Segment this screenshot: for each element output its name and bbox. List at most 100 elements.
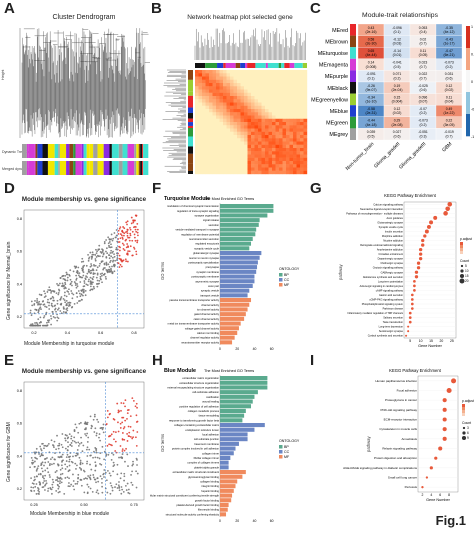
scatter-point <box>46 444 49 447</box>
scatter-point <box>73 436 76 439</box>
heatmap-cell <box>303 164 308 168</box>
scatter-point <box>75 468 77 470</box>
scatter-point <box>44 483 47 486</box>
scatter-point <box>125 447 127 450</box>
heatmap-cell <box>282 70 287 74</box>
heatmap-cell <box>240 109 245 113</box>
scatter-point <box>60 456 63 458</box>
padj-legend-swatch <box>460 242 463 245</box>
go-term-bar <box>220 446 236 451</box>
go-term-bar <box>220 265 258 270</box>
scatter-point <box>84 477 87 480</box>
panel-i-ylabel: pathway <box>366 435 371 452</box>
scatter-point <box>86 483 89 486</box>
scatter-point <box>72 455 74 458</box>
cell-pvalue: (0.2) <box>420 111 427 115</box>
heatmap-cell <box>233 76 238 80</box>
dynamic-tree-cut-segment <box>66 144 70 158</box>
heatmap-cell <box>244 83 248 87</box>
module-swatch <box>350 128 356 140</box>
scatter-point <box>99 251 102 253</box>
heatmap-cell <box>293 92 297 97</box>
scatter-point <box>35 493 38 495</box>
count-legend-dot <box>462 431 466 435</box>
heatmap-cell <box>247 144 252 149</box>
scatter-point <box>76 285 79 288</box>
heatmap-cell <box>223 89 227 93</box>
scatter-point <box>31 304 34 307</box>
scatter-point <box>94 464 97 467</box>
padj-legend-swatch <box>460 245 463 248</box>
heatmap-cell <box>244 144 248 149</box>
cell-correlation: 0.022 <box>419 72 428 76</box>
module-row-label: MEgreen <box>326 121 348 127</box>
heatmap-cell <box>282 170 287 175</box>
scatter-point <box>72 270 75 273</box>
pathway-label: Human papillomavirus infection <box>375 379 417 383</box>
count-legend-dot <box>459 273 465 279</box>
heatmap-cell <box>268 112 273 116</box>
scatter-point <box>113 418 116 421</box>
scatter-point <box>132 399 135 402</box>
scatter-point <box>80 436 82 439</box>
y-tick-label: 0.8 <box>17 217 22 221</box>
scatter-point <box>51 311 54 313</box>
scatter-point <box>117 484 120 487</box>
scatter-point <box>67 301 69 304</box>
scatter-point <box>105 479 108 482</box>
pathway-dot <box>410 293 414 297</box>
heatmap-cell <box>282 164 287 168</box>
heatmap-cell <box>296 157 301 162</box>
go-term-bar <box>220 222 259 227</box>
scatter-point <box>131 464 134 467</box>
scatter-point <box>89 474 92 477</box>
cell-correlation: 0.023 <box>419 61 428 65</box>
scatter-point <box>93 413 96 416</box>
scatter-point <box>76 482 79 485</box>
scatter-point <box>129 226 131 229</box>
heatmap-cells <box>195 70 308 175</box>
scatter-point <box>61 446 64 449</box>
heatmap-cell <box>272 122 276 126</box>
merged-dynamic-segment <box>34 161 36 175</box>
heatmap-cell <box>275 125 280 129</box>
scatter-point <box>99 439 102 442</box>
heatmap-cell <box>289 131 294 136</box>
scatter-point <box>103 458 106 461</box>
scatter-point <box>136 231 139 234</box>
scatter-point <box>36 298 39 300</box>
heatmap-cell <box>233 70 238 74</box>
go-term-bar <box>220 251 262 256</box>
heatmap-cell <box>296 115 301 119</box>
heatmap-cell <box>212 102 217 106</box>
heatmap-cell <box>261 161 266 165</box>
padj-legend-swatch <box>460 248 463 251</box>
scatter-point <box>49 463 51 465</box>
heatmap-cell <box>289 70 294 74</box>
heatmap-cell <box>282 157 287 162</box>
scatter-point <box>124 485 127 487</box>
scatter-point <box>39 445 42 448</box>
heatmap-cell <box>230 148 234 152</box>
heatmap-cell <box>251 128 255 132</box>
scatter-point <box>68 460 71 463</box>
merged-dynamic-segment <box>47 161 55 175</box>
scatter-point <box>70 435 73 438</box>
heatmap-cell <box>216 138 220 142</box>
heatmap-cell <box>209 161 213 165</box>
scatter-point <box>92 418 95 421</box>
padj-legend-title: p.adjust <box>460 237 472 241</box>
heatmap-cell <box>212 157 217 162</box>
heatmap-cell <box>198 125 203 129</box>
heatmap-cell <box>212 154 217 158</box>
heatmap-cell <box>272 128 276 132</box>
heatmap-cell <box>209 112 213 116</box>
go-term-label: extracellular matrix organization <box>182 376 219 380</box>
scatter-point <box>45 482 48 485</box>
heatmap-cell <box>303 144 308 149</box>
scatter-point <box>65 308 68 310</box>
scatter-point <box>68 482 70 484</box>
heatmap-cell <box>296 109 301 113</box>
go-term-label: synapse organization <box>194 214 219 218</box>
heatmap-cell <box>261 102 266 106</box>
